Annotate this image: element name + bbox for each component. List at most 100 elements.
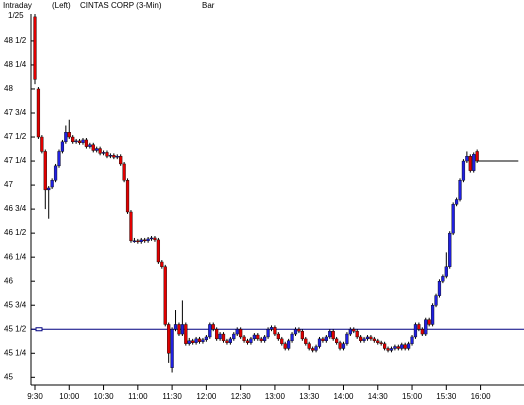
- candle-body: [293, 329, 298, 335]
- candle-body: [410, 336, 414, 344]
- candle-body: [71, 136, 75, 143]
- x-tick-label: 11:00: [128, 392, 148, 401]
- candle-body: [156, 239, 161, 263]
- y-tick-label: 47 1/2: [4, 132, 27, 141]
- candle-body: [376, 340, 380, 343]
- candle-body: [389, 348, 394, 351]
- candle-body: [221, 333, 226, 341]
- candle-body: [95, 148, 99, 151]
- candle-body: [239, 329, 243, 338]
- candle-body: [427, 319, 431, 325]
- x-tick-label: 16:00: [471, 392, 492, 401]
- candle-body: [153, 237, 157, 241]
- candle-body: [184, 324, 188, 344]
- mode-label: Intraday: [3, 1, 32, 10]
- candle-body: [335, 338, 339, 343]
- candle-body: [122, 163, 126, 181]
- candle-body: [259, 338, 263, 341]
- candle-body: [441, 276, 445, 282]
- candle-body: [149, 237, 154, 240]
- candle-body: [280, 338, 284, 344]
- candle-body: [57, 151, 61, 167]
- candle-body: [307, 343, 311, 349]
- candle-body: [458, 180, 462, 200]
- candle-body: [372, 338, 376, 341]
- candle-body: [263, 336, 267, 341]
- candle-body: [77, 140, 82, 143]
- y-tick-label: 46 3/4: [4, 204, 27, 213]
- candle-body: [355, 330, 359, 338]
- y-tick-label: 47 1/4: [4, 156, 27, 165]
- candle-body: [451, 204, 455, 234]
- candle-body: [40, 136, 44, 152]
- candle-body: [105, 152, 109, 157]
- x-tick-label: 13:30: [299, 392, 320, 401]
- candle-body: [430, 305, 435, 325]
- candle-body: [215, 329, 219, 340]
- candle-body: [242, 336, 246, 341]
- candle-body: [50, 180, 54, 188]
- candle-body: [266, 329, 270, 338]
- candle-body: [245, 340, 250, 343]
- candle-body: [125, 180, 130, 213]
- x-tick-label: 10:00: [59, 392, 80, 401]
- candle-body: [300, 330, 304, 340]
- candle-body: [465, 156, 469, 162]
- candle-body: [60, 141, 65, 152]
- candle-body: [434, 295, 438, 306]
- candle-body: [98, 148, 102, 154]
- candle-body: [283, 343, 287, 349]
- candle-body: [249, 338, 253, 343]
- y-tick-label: 45 1/2: [4, 324, 27, 333]
- candle-body: [276, 333, 280, 340]
- candle-body: [345, 333, 349, 344]
- candle-body: [194, 338, 198, 343]
- candle-body: [167, 324, 171, 354]
- candle-body: [406, 343, 411, 349]
- candle-body: [204, 336, 208, 341]
- candle-body: [359, 336, 363, 341]
- candle-body: [400, 344, 404, 349]
- candle-body: [454, 199, 459, 205]
- candle-body: [115, 156, 119, 158]
- candle-body: [297, 329, 301, 332]
- candle-body: [170, 329, 174, 368]
- candle-body: [396, 346, 400, 349]
- candle-body: [235, 329, 239, 335]
- y-tick-label: 47: [4, 180, 13, 189]
- y-tick-label: 45 1/4: [4, 348, 27, 357]
- candle-body: [228, 338, 232, 343]
- candle-body: [324, 336, 328, 341]
- date-label: 1/25: [8, 11, 24, 20]
- candle-body: [143, 239, 147, 242]
- candle-body: [290, 333, 294, 341]
- candle-body: [129, 211, 133, 242]
- candle-body: [91, 144, 95, 151]
- candle-body: [314, 346, 318, 351]
- candle-body: [225, 340, 229, 343]
- candle-body: [81, 139, 85, 143]
- candle-body: [163, 266, 167, 325]
- candle-body: [317, 338, 322, 347]
- x-tick-label: 15:00: [402, 392, 423, 401]
- candle-body: [108, 155, 113, 157]
- candle-body: [269, 327, 274, 330]
- candle-body: [112, 155, 116, 158]
- candle-body: [252, 334, 256, 340]
- candle-body: [187, 340, 191, 344]
- candle-body: [304, 338, 308, 344]
- candle-body: [132, 240, 137, 243]
- y-tick-label: 48: [4, 84, 13, 93]
- candle-body: [379, 342, 383, 344]
- candle-body: [36, 88, 41, 138]
- candle-body: [74, 140, 78, 143]
- x-tick-label: 13:00: [265, 392, 286, 401]
- candle-body: [191, 340, 195, 343]
- candle-body: [211, 324, 215, 330]
- candle-body: [362, 338, 366, 341]
- candle-body: [420, 329, 424, 335]
- candle-body: [119, 156, 123, 165]
- candle-body: [413, 324, 418, 338]
